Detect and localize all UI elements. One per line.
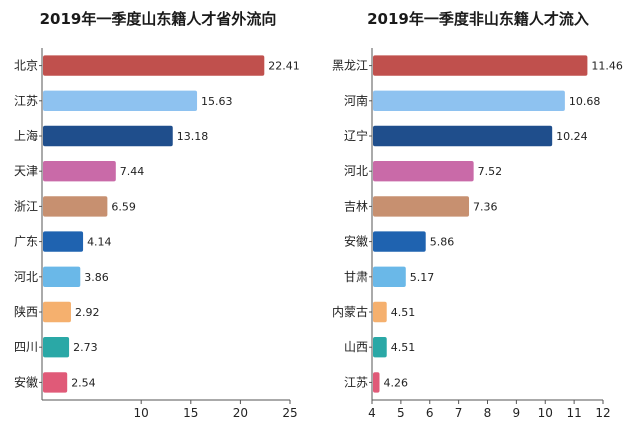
category-label: 山西 [344,340,368,354]
value-label: 4.26 [384,376,409,389]
bar [43,266,81,288]
bar [43,336,70,358]
value-label: 10.24 [556,130,588,143]
category-label: 四川 [14,340,38,354]
value-label: 22.41 [268,60,300,73]
category-label: 甘肃 [344,270,368,284]
value-label: 2.92 [75,306,100,319]
bar [43,301,71,323]
category-label: 江苏 [344,375,368,389]
bar [43,231,84,252]
bar [373,372,380,393]
value-label: 2.54 [71,376,96,389]
category-label: 浙江 [14,199,38,213]
x-tick-label: 15 [183,406,198,420]
x-tick-label: 12 [595,406,610,420]
category-label: 黑龙江 [332,59,368,73]
x-tick-label: 5 [397,406,405,420]
category-label: 辽宁 [344,128,368,143]
value-label: 4.51 [391,341,416,354]
bar [373,336,387,358]
value-label: 11.46 [591,60,623,73]
value-label: 5.17 [410,271,435,284]
x-tick-label: 25 [282,406,297,420]
bar [373,125,553,147]
category-label: 北京 [14,59,38,73]
category-label: 上海 [14,128,38,143]
value-label: 4.51 [391,306,416,319]
value-label: 4.14 [87,236,112,249]
x-tick-label: 8 [484,406,492,420]
value-label: 5.86 [430,236,455,249]
category-label: 陕西 [14,304,38,319]
bar [373,90,565,112]
value-label: 6.59 [111,200,136,213]
bar [43,55,265,76]
bar [373,55,588,76]
category-label: 广东 [14,235,38,249]
chart-title: 2019年一季度非山东籍人才流入 [367,10,589,28]
bar [373,160,474,182]
value-label: 7.36 [473,200,498,213]
category-label: 安徽 [344,234,368,249]
bar [43,90,198,112]
bar [373,196,470,217]
category-label: 河北 [344,164,368,178]
x-tick-label: 10 [134,406,149,420]
bar [373,266,406,288]
x-tick-label: 7 [455,406,463,420]
value-label: 10.68 [569,95,601,108]
value-label: 3.86 [84,271,109,284]
category-label: 天津 [14,164,38,178]
category-label: 内蒙古 [332,304,368,319]
value-label: 7.52 [478,165,503,178]
value-label: 2.73 [73,341,98,354]
bar [43,196,108,217]
x-tick-label: 6 [426,406,434,420]
value-label: 15.63 [201,95,233,108]
x-tick-label: 11 [566,406,581,420]
category-label: 吉林 [344,199,368,213]
bar [43,372,68,393]
value-label: 13.18 [177,130,209,143]
bar [373,301,387,323]
category-label: 河北 [14,270,38,284]
category-label: 河南 [344,93,368,108]
x-tick-label: 4 [368,406,376,420]
x-tick-label: 20 [233,406,248,420]
bar [43,125,173,147]
category-label: 安徽 [14,374,38,389]
value-label: 7.44 [120,165,145,178]
bar [43,160,116,182]
x-tick-label: 10 [538,406,553,420]
x-tick-label: 9 [513,406,521,420]
chart-title: 2019年一季度山东籍人才省外流向 [40,10,277,28]
category-label: 江苏 [14,94,38,108]
bar [373,231,426,252]
